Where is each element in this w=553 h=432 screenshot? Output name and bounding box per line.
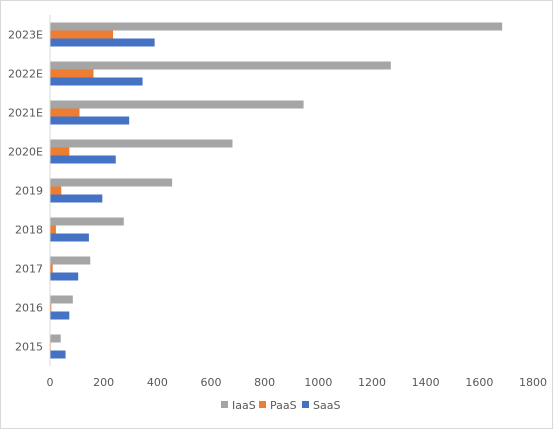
legend-label-paas: PaaS (270, 399, 297, 412)
legend-label-saas: SaaS (313, 399, 340, 412)
y-tick-label: 2017 (15, 263, 43, 276)
y-tick-label: 2015 (15, 341, 43, 354)
bar-iaas-2022e (50, 61, 391, 70)
y-tick-label: 2022E (8, 68, 43, 81)
bar-saas-2023e (50, 38, 155, 47)
bar-paas-2020e (50, 147, 70, 156)
bar-iaas-2016 (50, 295, 73, 304)
x-tick-label: 400 (147, 376, 168, 389)
bar-iaas-2019 (50, 178, 173, 187)
legend-swatch-paas (259, 401, 266, 408)
x-tick-label: 800 (254, 376, 275, 389)
bar-saas-2021e (50, 116, 130, 125)
bar-saas-2020e (50, 155, 116, 164)
y-tick-label: 2019 (15, 185, 43, 198)
x-tick-label: 1400 (412, 376, 440, 389)
bar-iaas-2020e (50, 139, 233, 148)
bar-saas-2018 (50, 233, 89, 242)
y-tick-label: 2020E (8, 146, 43, 159)
x-tick-label: 1000 (304, 376, 332, 389)
legend: IaaS PaaS SaaS (221, 399, 340, 412)
bars-group (50, 22, 503, 359)
legend-label-iaas: IaaS (232, 399, 256, 412)
x-tick-label: 1800 (519, 376, 547, 389)
legend-swatch-iaas (221, 401, 228, 408)
x-tick-label: 1600 (465, 376, 493, 389)
x-tick-label: 600 (201, 376, 222, 389)
bar-paas-2018 (50, 225, 56, 234)
bar-iaas-2017 (50, 256, 91, 265)
legend-swatch-saas (302, 401, 309, 408)
bar-paas-2017 (50, 264, 53, 273)
y-tick-label: 2023E (8, 29, 43, 42)
bar-saas-2017 (50, 272, 79, 281)
bar-saas-2019 (50, 194, 103, 203)
bar-iaas-2023e (50, 22, 503, 31)
x-tick-label: 0 (47, 376, 54, 389)
bar-paas-2023e (50, 30, 114, 39)
y-tick-label: 2016 (15, 302, 43, 315)
x-tick-labels: 0 200 400 600 800 1000 1200 1400 1600 1800 (47, 376, 548, 389)
x-tick-label: 200 (93, 376, 114, 389)
bar-paas-2019 (50, 186, 62, 195)
bar-iaas-2015 (50, 334, 61, 343)
bar-saas-2015 (50, 350, 66, 359)
bar-saas-2022e (50, 77, 143, 86)
bar-paas-2022e (50, 69, 94, 78)
bar-saas-2016 (50, 311, 70, 320)
bar-iaas-2018 (50, 217, 124, 226)
y-tick-label: 2018 (15, 224, 43, 237)
bar-paas-2021e (50, 108, 80, 117)
bar-paas-2016 (50, 303, 52, 312)
x-tick-label: 1200 (358, 376, 386, 389)
bar-iaas-2021e (50, 100, 304, 109)
y-tick-label: 2021E (8, 107, 43, 120)
y-tick-labels: 2015 2016 2017 2018 2019 2020E 2021E 2022E 2023E (8, 29, 43, 354)
